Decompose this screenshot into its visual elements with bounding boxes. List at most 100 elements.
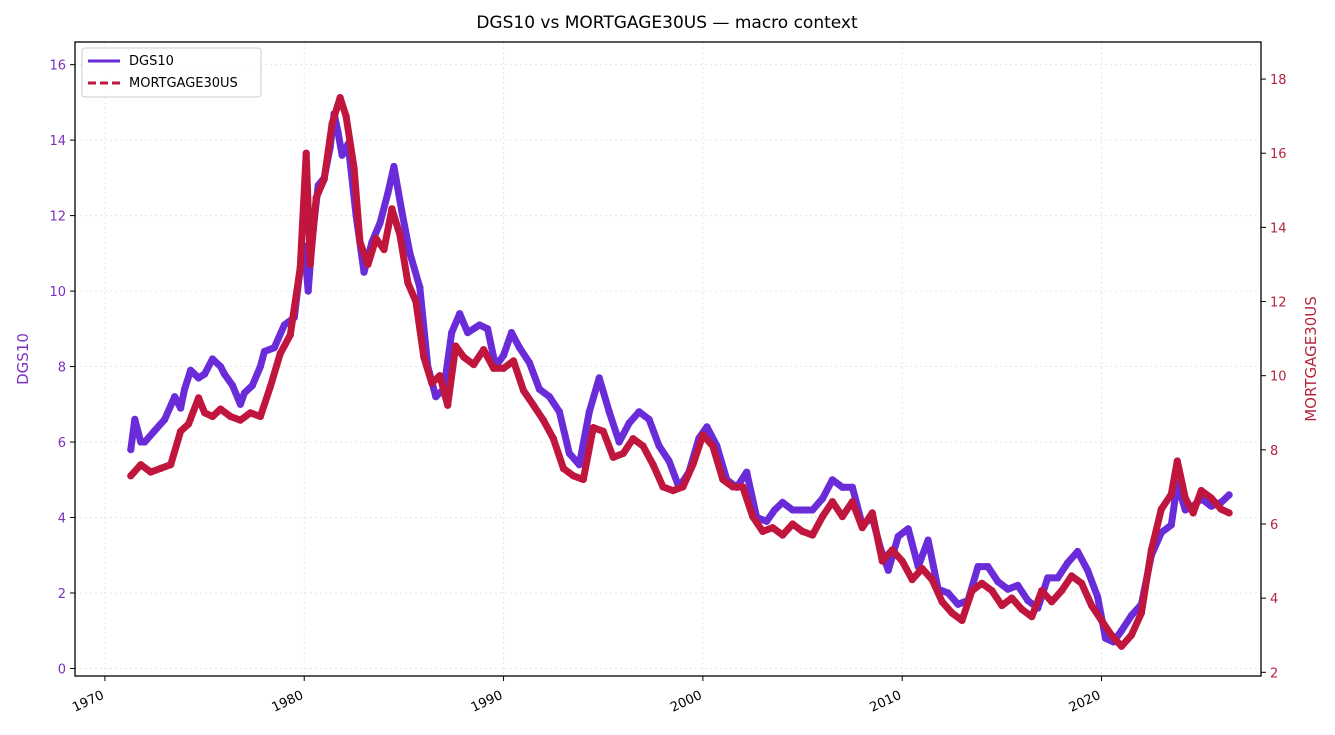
data-point: [609, 453, 617, 461]
right-axis-label: MORTGAGE30US: [1302, 296, 1320, 422]
data-point: [1097, 616, 1106, 625]
data-point: [360, 268, 368, 276]
data-point: [928, 576, 936, 584]
data-point: [848, 483, 857, 491]
legend: DGS10 MORTGAGE30US: [81, 47, 262, 98]
data-point: [818, 495, 827, 503]
data-point: [904, 525, 912, 533]
data-point: [575, 461, 583, 469]
data-point: [1044, 574, 1052, 582]
data-point: [1127, 612, 1135, 620]
data-point: [655, 442, 663, 450]
data-point: [286, 331, 294, 339]
data-point: [743, 468, 751, 476]
data-point: [689, 461, 697, 469]
data-point: [171, 393, 179, 401]
data-point: [151, 427, 159, 435]
data-point: [828, 476, 837, 484]
data-point: [629, 435, 637, 443]
data-point: [500, 351, 508, 359]
data-point: [1181, 494, 1189, 502]
series-layer: [127, 94, 1233, 650]
data-point: [404, 279, 412, 287]
data-point: [699, 431, 707, 439]
left-tick-label: 10: [49, 285, 66, 300]
data-point: [177, 427, 185, 435]
data-point: [635, 408, 643, 416]
data-point: [884, 566, 892, 574]
data-point: [948, 609, 956, 617]
data-point: [529, 401, 538, 409]
data-point: [1054, 574, 1062, 582]
data-point: [1028, 613, 1036, 621]
data-point: [771, 506, 779, 514]
data-point: [460, 353, 468, 361]
left-tick-label: 16: [49, 59, 66, 74]
data-point: [1048, 598, 1056, 606]
data-point: [998, 602, 1006, 610]
data-point: [216, 362, 225, 371]
data-point: [1127, 631, 1135, 639]
data-point: [535, 385, 544, 393]
data-point: [448, 329, 456, 337]
data-point: [208, 355, 217, 363]
data-point: [569, 472, 577, 480]
data-point: [549, 435, 558, 443]
data-point: [625, 419, 633, 427]
data-point: [270, 344, 278, 352]
data-point: [476, 321, 484, 329]
x-tick-label: 1980: [270, 688, 306, 716]
left-tick-label: 6: [58, 436, 66, 451]
data-point: [709, 442, 717, 450]
data-point: [452, 342, 460, 350]
data-point: [507, 329, 516, 337]
data-point: [968, 587, 976, 595]
data-point: [320, 175, 328, 183]
data-point: [894, 532, 902, 541]
x-tick-label: 2020: [1067, 688, 1103, 716]
data-point: [220, 370, 229, 378]
data-point: [779, 531, 787, 539]
right-tick-label: 6: [1270, 518, 1278, 533]
data-point: [1217, 505, 1225, 513]
data-point: [1107, 631, 1116, 639]
data-point: [838, 483, 847, 491]
data-point: [818, 513, 827, 521]
data-point: [208, 412, 217, 421]
data-point: [739, 483, 747, 491]
data-point: [350, 164, 358, 172]
x-tick-label: 2010: [868, 688, 904, 716]
data-point: [376, 219, 384, 227]
data-point: [256, 362, 264, 371]
x-tick-label: 1990: [469, 688, 505, 716]
data-point: [1014, 581, 1022, 590]
data-point: [187, 366, 195, 374]
x-tick-label: 1970: [70, 688, 106, 716]
data-point: [1074, 547, 1082, 556]
data-point: [416, 283, 424, 291]
data-point: [539, 416, 548, 424]
data-point: [798, 506, 807, 514]
data-point: [306, 260, 314, 269]
left-tick-label: 8: [58, 361, 66, 376]
data-point: [1117, 627, 1126, 635]
data-point: [559, 464, 568, 472]
right-tick-label: 4: [1270, 592, 1278, 607]
data-point: [137, 461, 145, 469]
data-point: [1167, 521, 1175, 529]
data-point: [974, 563, 982, 571]
data-point: [216, 405, 225, 413]
data-point: [484, 325, 492, 333]
data-point: [412, 297, 420, 306]
data-point: [246, 409, 254, 417]
data-point: [585, 408, 593, 416]
chart-title: DGS10 vs MORTGAGE30US — macro context: [476, 13, 858, 33]
data-point: [256, 412, 264, 421]
data-point: [364, 260, 372, 269]
data-point: [619, 449, 627, 458]
right-tick-label: 10: [1270, 370, 1287, 385]
right-tick-label: 8: [1270, 444, 1278, 459]
data-point: [304, 287, 312, 295]
data-point: [428, 379, 436, 387]
data-point: [396, 231, 404, 239]
